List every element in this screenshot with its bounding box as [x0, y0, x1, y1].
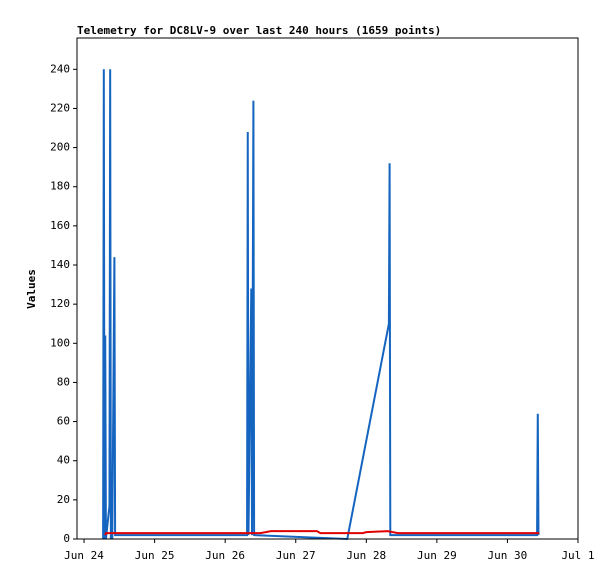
plot-border [76, 37, 579, 540]
y-tick-label: 200 [50, 141, 70, 154]
y-tick-label: 40 [57, 454, 70, 467]
x-tick-label: Jun 25 [135, 549, 175, 562]
x-tick-label: Jul 1 [561, 549, 594, 562]
y-tick-label: 220 [50, 101, 70, 114]
x-tick-label: Jun 28 [346, 549, 386, 562]
y-tick-label: 0 [63, 532, 70, 545]
x-tick-label: Jun 30 [488, 549, 528, 562]
y-tick-label: 140 [50, 258, 70, 271]
y-tick-label: 80 [57, 375, 70, 388]
chart-title: Telemetry for DC8LV-9 over last 240 hour… [77, 24, 441, 37]
x-tick-label: Jun 24 [64, 549, 104, 562]
series-line [104, 530, 540, 536]
x-tick-label: Jun 27 [276, 549, 316, 562]
y-tick-label: 60 [57, 415, 70, 428]
y-tick-label: 120 [50, 297, 70, 310]
x-tick-label: Jun 29 [417, 549, 457, 562]
y-tick-label: 160 [50, 219, 70, 232]
y-axis-label: Values [25, 269, 38, 309]
y-tick-label: 180 [50, 180, 70, 193]
y-tick-label: 100 [50, 336, 70, 349]
y-tick-label: 240 [50, 62, 70, 75]
y-tick-label: 20 [57, 493, 70, 506]
x-tick-label: Jun 26 [205, 549, 245, 562]
